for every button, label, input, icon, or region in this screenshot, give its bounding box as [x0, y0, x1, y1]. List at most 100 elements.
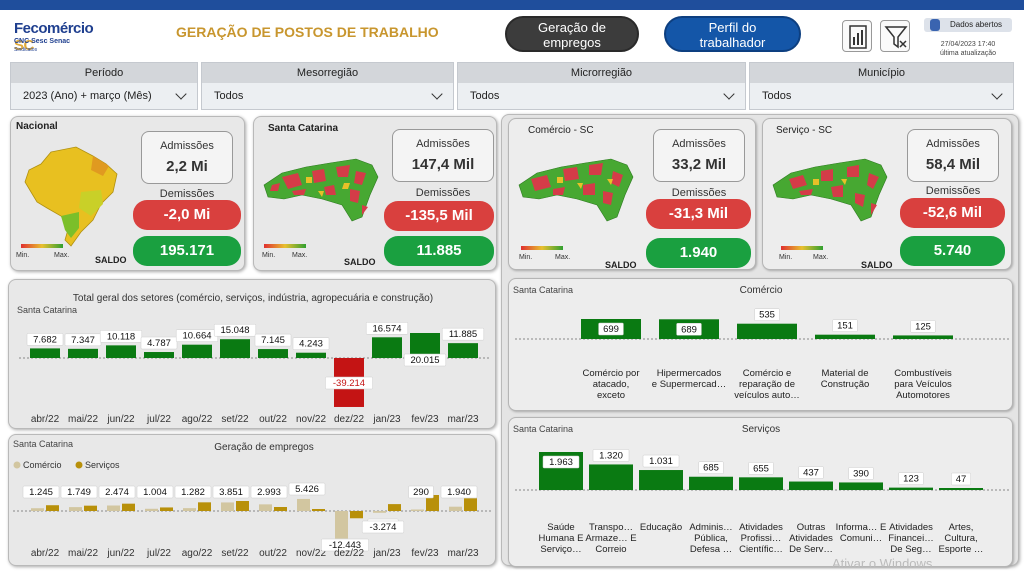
- category-label-5: Outras: [797, 522, 826, 533]
- category-label-0: Serviço…: [540, 544, 581, 555]
- filter-value-text: 2023 (Ano) + março (Mês): [23, 90, 152, 102]
- chart-title: Serviços: [742, 424, 780, 435]
- comercio-chart: Santa Catarina Comércio 699 Comércio porata…: [513, 285, 1009, 401]
- data-label-fev/23-bg: [403, 353, 447, 367]
- data-label-1-bg: [592, 449, 630, 462]
- admissoes-value: 2,2 Mi: [166, 158, 208, 175]
- legend-min: Min.: [519, 254, 533, 261]
- legend-marker-Serviços: [75, 461, 83, 469]
- category-label-5: Atividades: [789, 533, 833, 544]
- data-label-8: 47: [956, 474, 967, 485]
- chevron-down-icon: [431, 88, 443, 100]
- category-label-0: Comércio por: [582, 368, 639, 379]
- demissoes-label: Demissões: [925, 185, 981, 197]
- nav-perfil-trabalhador-button[interactable]: Perfil do trabalhador: [664, 16, 801, 52]
- demissoes-label: Demissões: [159, 188, 215, 200]
- chevron-down-icon: [723, 88, 735, 100]
- bar-servicos-jul/22: [160, 507, 173, 511]
- x-tick-fev/23: fev/23: [411, 548, 439, 559]
- category-label-1: Armaze… E: [585, 533, 636, 544]
- filter-value[interactable]: Todos: [750, 83, 1013, 109]
- saldo-value: 195.171: [133, 236, 241, 266]
- data-label-out/22-bg: [250, 485, 288, 499]
- x-tick-out/22: out/22: [259, 548, 287, 559]
- filter-value[interactable]: Todos: [458, 83, 745, 109]
- data-label-4-bg: [910, 320, 936, 333]
- dados-abertos-button[interactable]: Dados abertos: [924, 18, 1012, 32]
- category-label-3: Material de: [822, 368, 869, 379]
- bar-abr/22: [30, 348, 60, 358]
- admissoes-label: Admissões: [926, 138, 980, 150]
- legend-marker-Comércio: [13, 461, 21, 469]
- x-tick-nov/22: nov/22: [296, 548, 326, 559]
- x-tick-ago/22: ago/22: [182, 414, 213, 425]
- report-icon-button[interactable]: [842, 20, 872, 52]
- x-tick-jul/22: jul/22: [146, 414, 171, 425]
- comercio-panel: Santa Catarina Comércio 699 Comércio por ata…: [508, 278, 1013, 411]
- bar-comercio-mai/22: [69, 507, 82, 511]
- bar-comercio-jul/22: [145, 508, 158, 511]
- bar-servicos-mar/23: [464, 498, 477, 511]
- filter-microrregiao[interactable]: Microrregião Todos: [457, 62, 746, 110]
- bar-comercio-out/22: [259, 504, 272, 511]
- database-icon: [930, 19, 940, 31]
- nav-geracao-empregos-button[interactable]: Geração de empregos: [505, 16, 639, 52]
- category-label-4: Automotores: [896, 390, 950, 401]
- data-label-2-bg: [754, 308, 780, 321]
- data-label-nov/22-bg: [292, 337, 330, 350]
- legend-Comércio: Comércio: [23, 460, 62, 470]
- bar-comercio-dez/22: [335, 511, 348, 539]
- data-label-3: 685: [703, 463, 719, 474]
- data-label-fev/23: 290: [413, 487, 429, 498]
- sc-map: [772, 158, 888, 222]
- data-label-ago/22: 1.282: [181, 487, 205, 498]
- top-accent-bar: [0, 0, 1024, 10]
- data-label-set/22: 3.851: [219, 487, 243, 498]
- data-label-5-bg: [798, 466, 824, 479]
- demissoes-value: -135,5 Mil: [384, 201, 494, 231]
- filter-periodo[interactable]: Período 2023 (Ano) + março (Mês): [10, 62, 198, 110]
- filter-municipio[interactable]: Município Todos: [749, 62, 1014, 110]
- sc-map: [518, 158, 634, 222]
- bar-out/22: [258, 349, 288, 358]
- category-label-6: Comuni…: [840, 533, 882, 544]
- data-label-jun/22-bg: [98, 485, 136, 499]
- data-label-jul/22-bg: [140, 336, 178, 350]
- bar-nov/22: [296, 352, 326, 358]
- filter-mesorregiao[interactable]: Mesorregião Todos: [201, 62, 454, 110]
- demissoes-label: Demissões: [671, 187, 727, 199]
- chart-subtitle: Santa Catarina: [513, 285, 573, 295]
- data-label-2: 1.031: [649, 456, 673, 467]
- bar-comercio-nov/22: [297, 498, 310, 511]
- admissoes-box: Admissões 33,2 Mil: [653, 129, 745, 182]
- bar-7: [889, 487, 933, 490]
- data-label-jul/22: 4.787: [147, 338, 171, 349]
- bar-comercio-fev/23: [411, 509, 424, 511]
- admissoes-box: Admissões 58,4 Mil: [907, 129, 999, 182]
- filter-value[interactable]: 2023 (Ano) + março (Mês): [11, 83, 197, 109]
- chart-subtitle: Santa Catarina: [513, 424, 573, 434]
- category-label-7: Financei…: [888, 533, 933, 544]
- data-label-0: 699: [603, 324, 619, 335]
- clear-filter-icon-button[interactable]: [880, 20, 910, 52]
- data-label-2: 535: [759, 310, 775, 321]
- legend-min: Min.: [262, 252, 276, 259]
- x-tick-mar/23: mar/23: [447, 548, 479, 559]
- filter-value[interactable]: Todos: [202, 83, 453, 109]
- legend-Serviços: Serviços: [85, 460, 120, 470]
- bar-ago/22: [182, 344, 212, 358]
- data-label-out/22-bg: [254, 333, 292, 347]
- bar-servicos-jan/23: [388, 504, 401, 511]
- x-tick-dez/22: dez/22: [334, 548, 364, 559]
- category-label-3: Defesa …: [690, 544, 732, 555]
- bar-4: [893, 335, 953, 339]
- saldo-label: SALDO: [344, 257, 376, 267]
- data-label-dez/22-bg: [325, 376, 373, 390]
- data-label-dez/22-bg: [321, 538, 369, 552]
- data-label-6-bg: [848, 467, 874, 480]
- bar-servicos-ago/22: [198, 502, 211, 511]
- data-label-nov/22-bg: [288, 482, 326, 496]
- x-tick-ago/22: ago/22: [182, 548, 213, 559]
- demissoes-label: Demissões: [415, 187, 471, 199]
